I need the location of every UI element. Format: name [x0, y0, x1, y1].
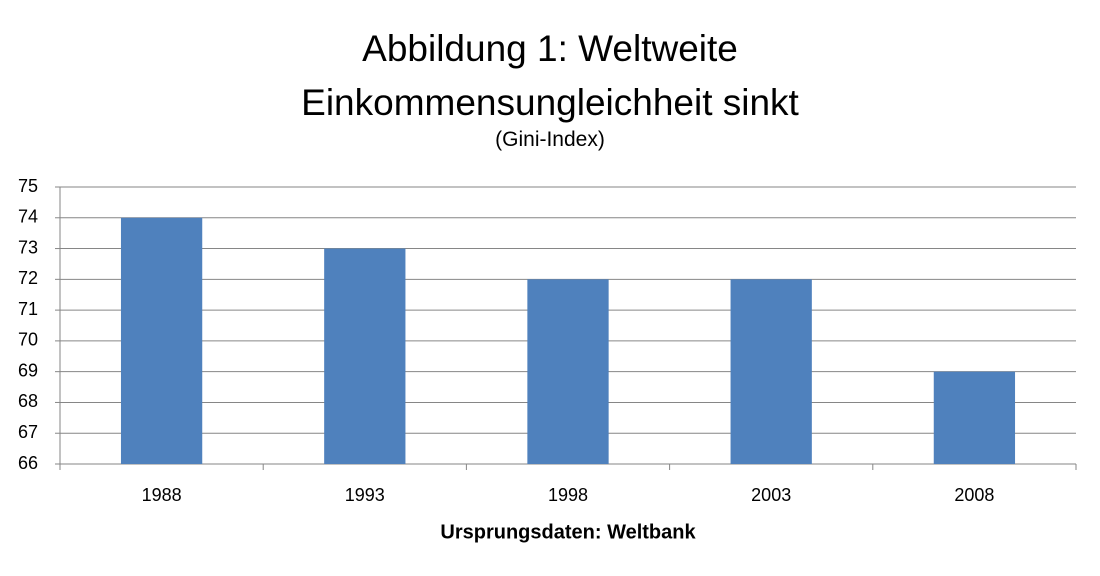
x-tick-label: 1988 [142, 485, 182, 505]
y-tick-label: 66 [18, 453, 38, 473]
x-tick-label: 2008 [954, 485, 994, 505]
y-tick-label: 75 [18, 176, 38, 196]
x-axis-title: Ursprungsdaten: Weltbank [440, 521, 696, 543]
x-tick-label: 1993 [345, 485, 385, 505]
y-tick-label: 68 [18, 391, 38, 411]
y-tick-label: 71 [18, 299, 38, 319]
chart-title: Abbildung 1: Weltweite Einkommensungleic… [301, 28, 799, 123]
y-tick-label: 74 [18, 207, 38, 227]
chart-subtitle: (Gini-Index) [495, 128, 605, 151]
y-tick-label: 72 [18, 268, 38, 288]
bar [730, 279, 812, 464]
y-tick-label: 70 [18, 330, 38, 350]
x-tick-label: 1998 [548, 485, 588, 505]
bar [324, 248, 406, 464]
x-tick-label: 2003 [751, 485, 791, 505]
y-tick-label: 73 [18, 237, 38, 257]
bar [933, 371, 1016, 464]
bar [527, 279, 609, 464]
bar [120, 217, 203, 464]
y-tick-label: 69 [18, 360, 38, 380]
y-tick-label: 67 [18, 422, 38, 442]
